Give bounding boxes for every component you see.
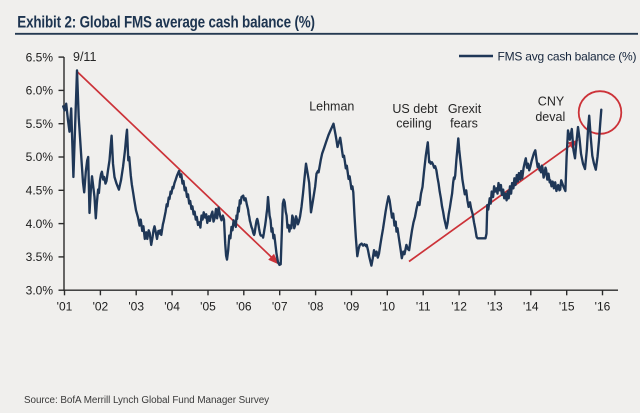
svg-text:'16: '16 — [595, 300, 611, 314]
svg-text:6.5%: 6.5% — [26, 50, 54, 64]
svg-text:US debt: US debt — [392, 102, 438, 116]
svg-text:'05: '05 — [200, 300, 216, 314]
svg-text:'01: '01 — [57, 300, 73, 314]
svg-text:3.5%: 3.5% — [26, 250, 54, 264]
svg-text:Exhibit 2: Global FMS average: Exhibit 2: Global FMS average cash balan… — [17, 13, 315, 32]
svg-text:9/11: 9/11 — [73, 50, 96, 64]
svg-text:fears: fears — [450, 116, 478, 130]
svg-text:deval: deval — [535, 110, 565, 124]
svg-text:4.5%: 4.5% — [26, 184, 54, 198]
svg-text:3.0%: 3.0% — [26, 283, 54, 297]
svg-text:'14: '14 — [523, 300, 539, 314]
svg-text:ceiling: ceiling — [396, 116, 431, 130]
svg-text:Source: BofA Merrill Lynch Glo: Source: BofA Merrill Lynch Global Fund M… — [24, 395, 269, 406]
svg-text:'09: '09 — [344, 300, 360, 314]
svg-text:FMS avg cash balance (%): FMS avg cash balance (%) — [498, 50, 637, 64]
svg-text:6.0%: 6.0% — [26, 84, 54, 98]
svg-text:'08: '08 — [308, 300, 324, 314]
svg-text:5.0%: 5.0% — [26, 150, 54, 164]
svg-text:5.5%: 5.5% — [26, 117, 54, 131]
svg-text:'04: '04 — [164, 300, 180, 314]
svg-text:4.0%: 4.0% — [26, 217, 54, 231]
svg-text:'15: '15 — [559, 300, 575, 314]
svg-text:Lehman: Lehman — [309, 100, 354, 114]
svg-text:'03: '03 — [128, 300, 144, 314]
svg-text:'06: '06 — [236, 300, 252, 314]
svg-text:'12: '12 — [451, 300, 467, 314]
svg-text:'02: '02 — [93, 300, 109, 314]
svg-text:Grexit: Grexit — [448, 102, 482, 116]
svg-text:CNY: CNY — [538, 94, 565, 108]
svg-text:'07: '07 — [272, 300, 288, 314]
svg-text:'13: '13 — [487, 300, 503, 314]
svg-text:'10: '10 — [379, 300, 395, 314]
svg-text:'11: '11 — [416, 300, 431, 314]
